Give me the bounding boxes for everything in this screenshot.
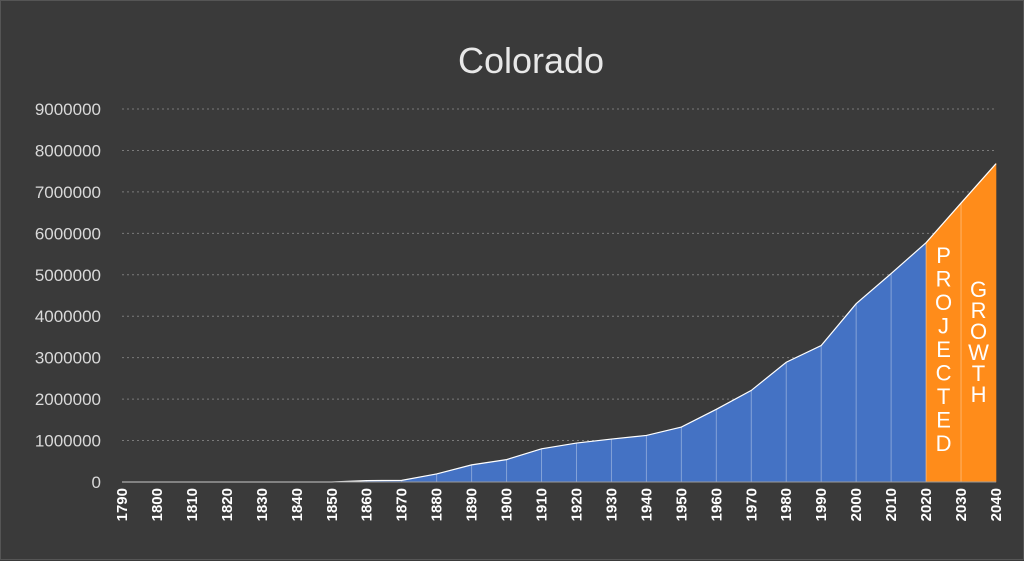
annotation-char: W	[968, 340, 989, 365]
annotation-char: T	[937, 384, 950, 409]
y-tick-label: 6000000	[35, 224, 101, 243]
area-segment-2010	[890, 242, 927, 483]
area-segment-1960	[716, 389, 752, 483]
area-layer	[122, 162, 997, 483]
y-tick-label: 0	[92, 473, 101, 492]
annotation-char: T	[972, 361, 985, 386]
x-tick-label: 2010	[883, 488, 900, 521]
x-tick-label: 1790	[114, 488, 131, 521]
area-segment-1970	[750, 361, 787, 483]
x-tick-label: 1930	[603, 488, 620, 521]
area-segment-1940	[646, 426, 682, 483]
x-tick-label: 1960	[708, 488, 725, 521]
x-tick-label: 1900	[499, 488, 516, 521]
x-tick-label: 1820	[219, 488, 236, 521]
area-segment-1990	[820, 302, 857, 483]
x-tick-label: 1910	[534, 488, 551, 521]
area-segment-2000	[855, 272, 892, 483]
x-tick-label: 1860	[359, 488, 376, 521]
x-tick-label: 2020	[918, 488, 935, 521]
x-tick-label: 1990	[813, 488, 830, 521]
annotation-char: C	[936, 361, 952, 386]
x-tick-label: 1980	[778, 488, 795, 521]
area-segment-1950	[681, 408, 717, 483]
y-tick-label: 3000000	[35, 349, 101, 368]
annotation-char: O	[970, 319, 987, 344]
annotation-char: R	[971, 298, 987, 323]
annotation-char: E	[936, 337, 951, 362]
chart-title: Colorado	[458, 40, 604, 81]
x-tick-label: 1920	[568, 488, 585, 521]
x-tick-label: 1830	[254, 488, 271, 521]
x-tick-label: 1890	[464, 488, 481, 521]
annotation-char: P	[936, 243, 951, 268]
annotation-char: J	[938, 314, 949, 339]
y-axis-ticks: 0 1000000 2000000 3000000 4000000 5000000 6000…	[35, 100, 101, 492]
y-tick-label: 9000000	[35, 100, 101, 119]
x-tick-label: 2040	[988, 488, 1005, 521]
area-segment-1930	[611, 435, 647, 483]
area-segment-1890	[471, 459, 507, 483]
x-tick-label: 1800	[149, 488, 166, 521]
x-tick-label: 1940	[638, 488, 655, 521]
annotation-char: O	[935, 290, 952, 315]
area-segment-1910	[541, 442, 577, 483]
y-tick-label: 2000000	[35, 390, 101, 409]
area-segment-1920	[576, 438, 612, 483]
y-tick-label: 4000000	[35, 307, 101, 326]
x-tick-label: 1810	[184, 488, 201, 521]
annotation-char: G	[970, 277, 987, 302]
x-tick-label: 1840	[289, 488, 306, 521]
x-tick-label: 2030	[953, 488, 970, 521]
x-tick-label: 1850	[324, 488, 341, 521]
grid-layer	[122, 108, 996, 483]
area-segment-1980	[785, 345, 822, 483]
annotation-char: R	[936, 267, 952, 292]
y-tick-label: 7000000	[35, 183, 101, 202]
x-tick-label: 1870	[394, 488, 411, 521]
annotation-char: H	[971, 382, 987, 407]
annotation-char: D	[936, 431, 952, 456]
y-tick-label: 5000000	[35, 266, 101, 285]
x-tick-label: 1970	[743, 488, 760, 521]
annotation-char: E	[936, 408, 951, 433]
y-tick-label: 1000000	[35, 432, 101, 451]
x-tick-label: 1880	[429, 488, 446, 521]
x-tick-label: 1950	[673, 488, 690, 521]
area-segment-1880	[436, 464, 472, 483]
y-tick-label: 8000000	[35, 141, 101, 160]
x-axis-ticks: 1790 1800 1810 1820 1830 1840 1850 1860 1870 1880…	[114, 488, 1005, 521]
x-tick-label: 2000	[848, 488, 865, 521]
